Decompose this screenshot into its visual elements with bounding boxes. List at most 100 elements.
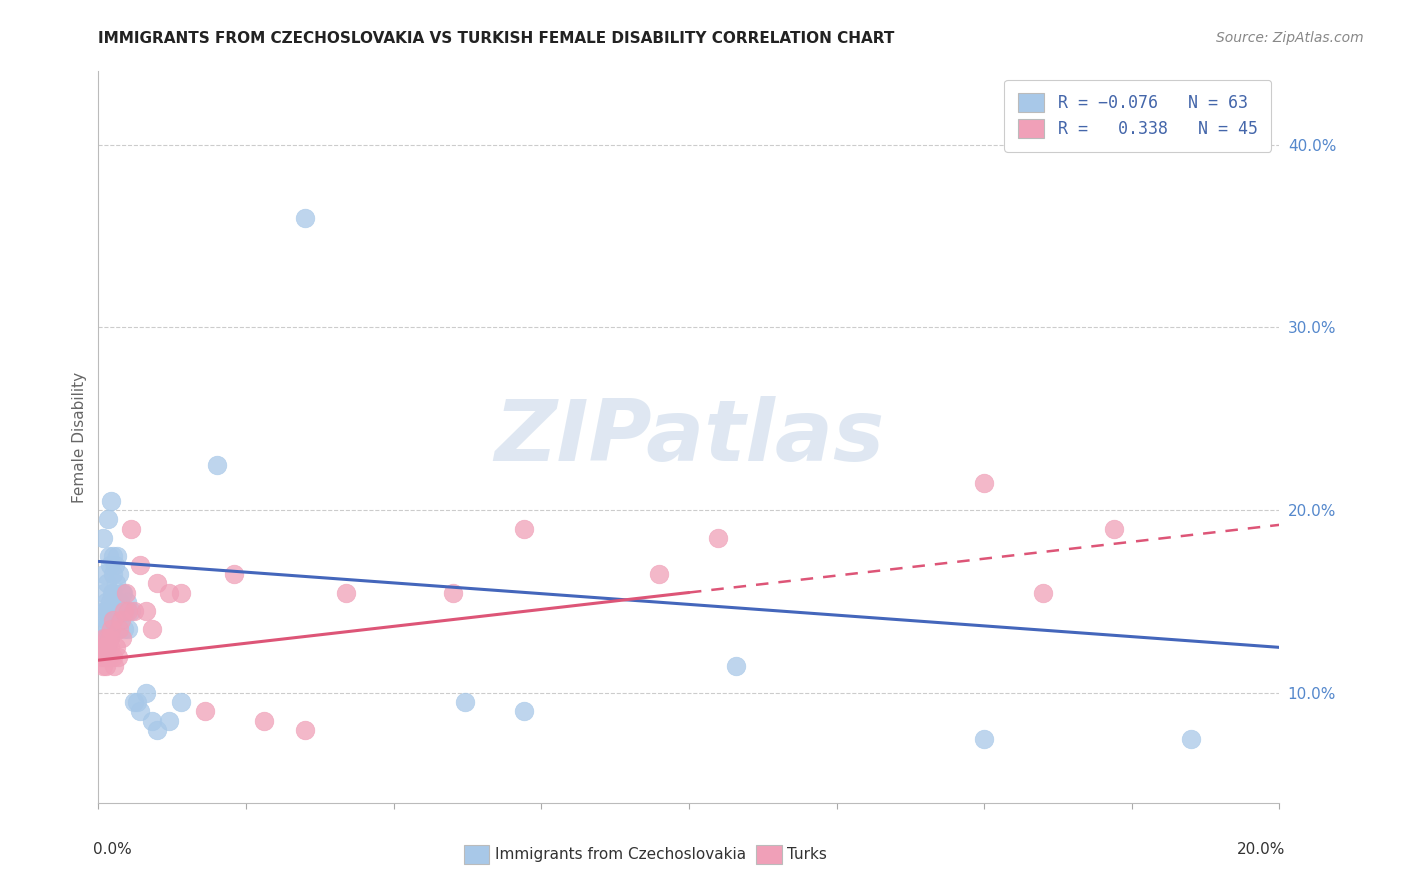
Point	[117, 604, 139, 618]
Point	[112, 622, 135, 636]
Point	[93, 585, 115, 599]
Point	[114, 585, 136, 599]
Point	[96, 640, 118, 655]
Point	[135, 686, 157, 700]
Point	[101, 585, 124, 599]
Point	[96, 613, 118, 627]
Text: IMMIGRANTS FROM CZECHOSLOVAKIA VS TURKISH FEMALE DISABILITY CORRELATION CHART: IMMIGRANTS FROM CZECHOSLOVAKIA VS TURKIS…	[98, 31, 894, 46]
Point	[101, 604, 124, 618]
Point	[94, 604, 117, 618]
Point	[294, 723, 316, 737]
Point	[120, 604, 142, 618]
Point	[91, 622, 114, 636]
Text: ZIPatlas: ZIPatlas	[494, 395, 884, 479]
Text: 0.0%: 0.0%	[93, 842, 131, 857]
Point	[98, 632, 121, 646]
Point	[725, 658, 748, 673]
Point	[93, 567, 115, 582]
Point	[512, 705, 534, 719]
Point	[108, 567, 131, 582]
Point	[91, 640, 114, 655]
Text: 20.0%: 20.0%	[1237, 842, 1285, 857]
Point	[141, 714, 163, 728]
Point	[93, 640, 115, 655]
Point	[115, 594, 138, 608]
Point	[105, 613, 128, 627]
Point	[110, 613, 132, 627]
Point	[128, 558, 150, 573]
Point	[94, 594, 117, 608]
Point	[122, 604, 145, 618]
Point	[103, 549, 125, 563]
Point	[453, 695, 475, 709]
Point	[114, 604, 136, 618]
Point	[146, 723, 169, 737]
Point	[90, 649, 112, 664]
Point	[170, 585, 193, 599]
Text: Turks: Turks	[787, 847, 827, 862]
Point	[90, 632, 112, 646]
Point	[96, 632, 118, 646]
Point	[170, 695, 193, 709]
Point	[103, 604, 125, 618]
Point	[205, 458, 228, 472]
Point	[1180, 731, 1202, 746]
Point	[94, 658, 117, 673]
Point	[105, 576, 128, 591]
Point	[146, 576, 169, 591]
Point	[100, 613, 122, 627]
Point	[101, 585, 124, 599]
Point	[110, 604, 132, 618]
Point	[107, 649, 129, 664]
Point	[110, 594, 132, 608]
Text: Immigrants from Czechoslovakia: Immigrants from Czechoslovakia	[495, 847, 747, 862]
Point	[105, 549, 128, 563]
Point	[98, 632, 121, 646]
Point	[94, 640, 117, 655]
Point	[94, 632, 117, 646]
Point	[1032, 585, 1054, 599]
Point	[253, 714, 276, 728]
Y-axis label: Female Disability: Female Disability	[72, 371, 87, 503]
Point	[100, 494, 122, 508]
Point	[91, 531, 114, 545]
Point	[141, 622, 163, 636]
Point	[112, 585, 135, 599]
Point	[96, 576, 118, 591]
Point	[98, 649, 121, 664]
Point	[135, 604, 157, 618]
Legend: R = −0.076   N = 63, R =   0.338   N = 45: R = −0.076 N = 63, R = 0.338 N = 45	[1004, 79, 1271, 152]
Point	[100, 604, 122, 618]
Point	[111, 585, 134, 599]
Point	[98, 613, 121, 627]
Text: Source: ZipAtlas.com: Source: ZipAtlas.com	[1216, 31, 1364, 45]
Point	[107, 622, 129, 636]
Point	[103, 658, 125, 673]
Point	[973, 731, 995, 746]
Point	[512, 521, 534, 535]
Point	[104, 558, 127, 573]
Point	[91, 658, 114, 673]
Point	[98, 549, 121, 563]
Point	[93, 632, 115, 646]
Point	[108, 604, 131, 618]
Point	[96, 649, 118, 664]
Point	[105, 640, 128, 655]
Point	[128, 705, 150, 719]
Point	[94, 613, 117, 627]
Point	[125, 695, 148, 709]
Point	[97, 640, 120, 655]
Point	[120, 521, 142, 535]
Point	[294, 211, 316, 225]
Point	[97, 622, 120, 636]
Point	[98, 594, 121, 608]
Point	[98, 640, 121, 655]
Point	[96, 632, 118, 646]
Point	[111, 632, 134, 646]
Point	[108, 622, 131, 636]
Point	[101, 649, 124, 664]
Point	[441, 585, 464, 599]
Point	[224, 567, 246, 582]
Point	[117, 622, 139, 636]
Point	[97, 604, 120, 618]
